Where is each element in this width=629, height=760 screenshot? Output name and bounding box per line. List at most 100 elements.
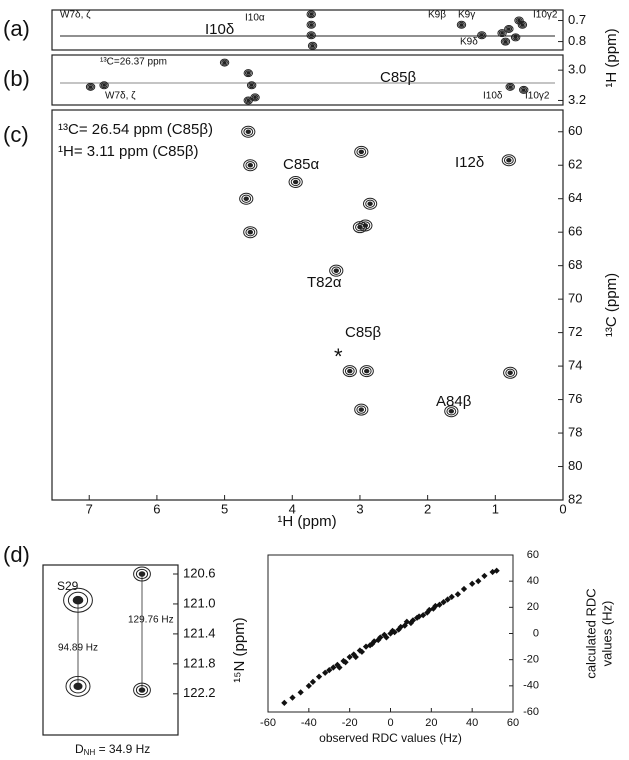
- contour-ring: [245, 129, 251, 135]
- peak: [503, 366, 518, 379]
- peak: [519, 85, 529, 94]
- y-tick-label: 60: [527, 549, 539, 561]
- y-tick-label: 82: [568, 491, 582, 506]
- contour-ring: [67, 591, 89, 609]
- contour-ring: [507, 370, 513, 376]
- contour-ring: [219, 58, 230, 67]
- x-tick-label: 3: [356, 501, 363, 516]
- point: [454, 591, 461, 598]
- peak: [500, 37, 511, 46]
- annotation: I12δ: [455, 154, 484, 171]
- contour-ring: [515, 17, 523, 24]
- y-axis-label: ¹⁵N (ppm): [231, 617, 248, 682]
- peak: [65, 675, 91, 697]
- panel-label: (a): [3, 16, 30, 41]
- y-axis-label: ¹H (ppm): [603, 28, 620, 87]
- x-tick-label: 7: [86, 501, 93, 516]
- contour-ring: [88, 85, 93, 89]
- annotation: T82α: [307, 274, 342, 291]
- contour-ring: [72, 595, 84, 605]
- annotation: I10γ2: [533, 10, 558, 21]
- peak: [99, 81, 109, 90]
- contour-ring: [99, 81, 109, 90]
- y-tick-label: 122.2: [183, 685, 216, 700]
- x-tick-label: 5: [221, 501, 228, 516]
- contour-ring: [243, 96, 253, 105]
- peak: [354, 145, 369, 158]
- contour-ring: [222, 60, 227, 65]
- contour-ring: [243, 127, 254, 136]
- point: [315, 673, 323, 680]
- contour-ring: [446, 407, 457, 416]
- y-tick-label: 70: [568, 291, 582, 306]
- annotation: ¹H= 3.11 ppm (C85β): [58, 143, 199, 160]
- contour-ring: [65, 675, 91, 697]
- contour-ring: [306, 31, 316, 40]
- point: [469, 580, 476, 587]
- contour-ring: [307, 21, 315, 28]
- panel-frame: [42, 564, 179, 736]
- contour-ring: [243, 226, 258, 239]
- contour-ring: [292, 179, 299, 185]
- peak: [363, 197, 378, 210]
- annotation: W7δ, ζ: [105, 91, 136, 102]
- contour-ring: [246, 98, 251, 103]
- annotation: I10δ: [205, 21, 234, 38]
- contour-ring: [102, 83, 107, 87]
- contour-ring: [448, 409, 455, 414]
- annotation: I10α: [245, 13, 265, 24]
- contour-ring: [497, 29, 507, 38]
- contour-ring: [307, 41, 318, 50]
- peak: [243, 226, 258, 239]
- contour-ring: [503, 39, 508, 44]
- coupling-label: DNH = 34.9 Hz: [75, 742, 150, 757]
- panel-frame: [51, 9, 564, 51]
- contour-ring: [249, 83, 254, 87]
- peak: [306, 20, 316, 29]
- panel-frame: [51, 54, 564, 106]
- annotation: I10γ2: [525, 91, 550, 102]
- contour-ring: [360, 221, 371, 230]
- contour-ring: [506, 157, 512, 163]
- y-axis-label: calculated RDC: [583, 588, 598, 678]
- point: [309, 678, 317, 686]
- contour-ring: [354, 403, 369, 416]
- contour-ring: [500, 31, 504, 35]
- contour-ring: [364, 368, 370, 374]
- contour-ring: [356, 405, 367, 414]
- contour-ring: [513, 35, 518, 39]
- y-tick-label: 80: [568, 458, 582, 473]
- contour-ring: [248, 82, 255, 89]
- peak: [219, 58, 230, 67]
- panel-label: (c): [3, 122, 29, 147]
- y-tick-label: 68: [568, 257, 582, 272]
- contour-ring: [517, 18, 521, 23]
- peak: [342, 365, 357, 378]
- contour-ring: [358, 149, 365, 155]
- coupling-part: = 34.9 Hz: [95, 742, 150, 756]
- peak: [239, 192, 254, 205]
- y-tick-label: 62: [568, 157, 582, 172]
- peak: [517, 20, 528, 29]
- point: [336, 664, 343, 671]
- contour-ring: [307, 11, 315, 18]
- peak: [477, 31, 487, 40]
- contour-ring: [243, 196, 249, 201]
- contour-ring: [246, 71, 251, 75]
- contour-ring: [135, 568, 149, 580]
- peak: [306, 31, 316, 40]
- point: [342, 659, 349, 666]
- y-tick-label: 0.7: [568, 12, 586, 27]
- contour-ring: [306, 20, 316, 29]
- contour-ring: [241, 125, 256, 138]
- point: [289, 694, 296, 701]
- x-tick-label: 20: [425, 717, 437, 729]
- contour-ring: [505, 26, 513, 32]
- contour-ring: [503, 366, 518, 379]
- y-tick-label: 121.4: [183, 625, 216, 640]
- panel-label: (b): [3, 66, 30, 91]
- peak: [306, 10, 316, 19]
- contour-ring: [85, 82, 96, 91]
- contour-ring: [243, 159, 258, 172]
